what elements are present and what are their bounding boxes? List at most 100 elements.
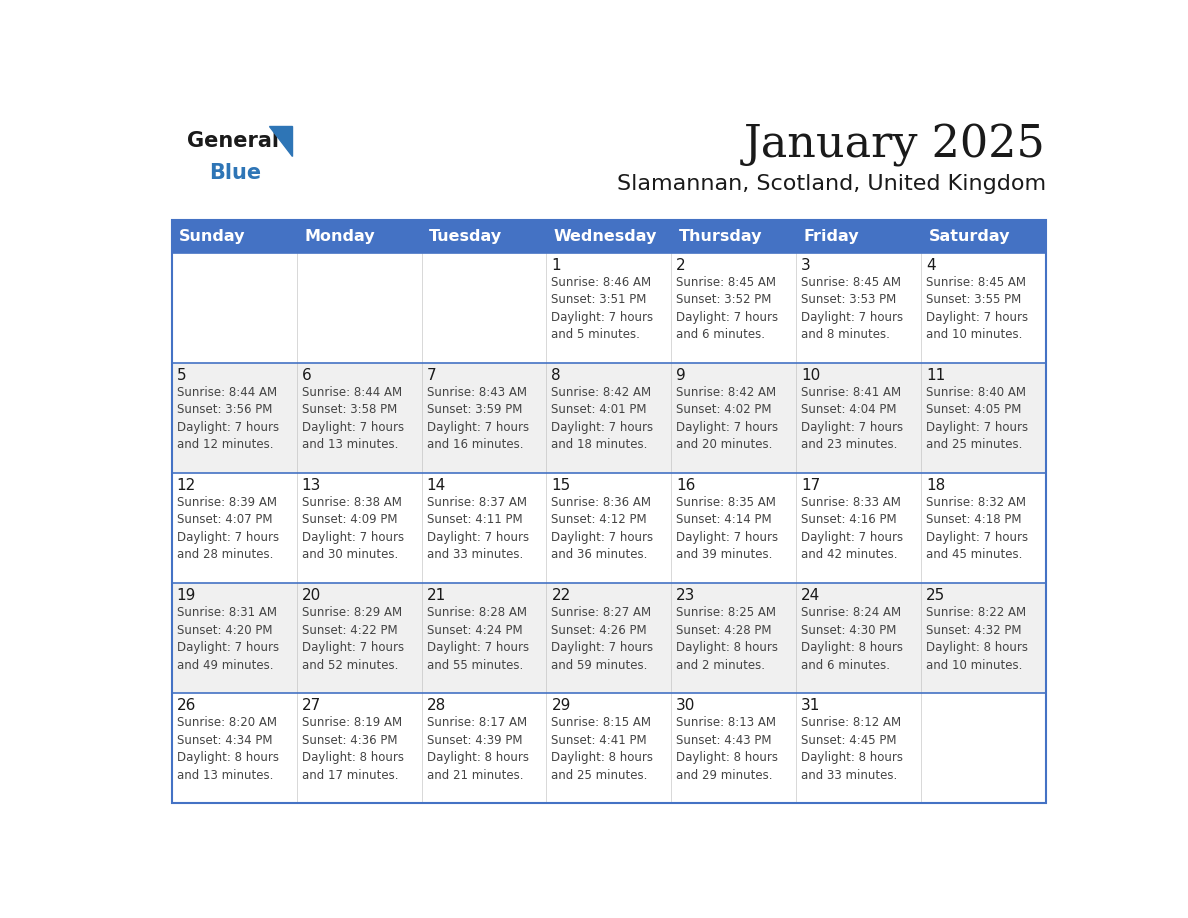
Bar <box>921 693 1045 803</box>
Text: 21: 21 <box>426 588 446 603</box>
Bar <box>796 473 921 583</box>
Bar <box>172 473 297 583</box>
Text: Sunrise: 8:27 AM
Sunset: 4:26 PM
Daylight: 7 hours
and 59 minutes.: Sunrise: 8:27 AM Sunset: 4:26 PM Dayligh… <box>551 606 653 672</box>
Text: 1: 1 <box>551 258 561 273</box>
Text: Sunrise: 8:44 AM
Sunset: 3:58 PM
Daylight: 7 hours
and 13 minutes.: Sunrise: 8:44 AM Sunset: 3:58 PM Dayligh… <box>302 386 404 452</box>
Text: Sunrise: 8:33 AM
Sunset: 4:16 PM
Daylight: 7 hours
and 42 minutes.: Sunrise: 8:33 AM Sunset: 4:16 PM Dayligh… <box>801 496 903 562</box>
Text: 18: 18 <box>927 478 946 493</box>
Bar <box>297 693 422 803</box>
Text: 13: 13 <box>302 478 321 493</box>
Bar <box>422 583 546 693</box>
Text: Monday: Monday <box>304 229 374 244</box>
Text: 4: 4 <box>927 258 936 273</box>
Bar <box>422 220 546 252</box>
Text: 26: 26 <box>177 699 196 713</box>
Text: Thursday: Thursday <box>678 229 763 244</box>
Text: Sunrise: 8:36 AM
Sunset: 4:12 PM
Daylight: 7 hours
and 36 minutes.: Sunrise: 8:36 AM Sunset: 4:12 PM Dayligh… <box>551 496 653 562</box>
Bar <box>671 693 796 803</box>
Bar <box>921 363 1045 473</box>
Bar <box>796 583 921 693</box>
Bar <box>921 583 1045 693</box>
Text: Sunrise: 8:45 AM
Sunset: 3:52 PM
Daylight: 7 hours
and 6 minutes.: Sunrise: 8:45 AM Sunset: 3:52 PM Dayligh… <box>676 275 778 341</box>
Text: Sunrise: 8:12 AM
Sunset: 4:45 PM
Daylight: 8 hours
and 33 minutes.: Sunrise: 8:12 AM Sunset: 4:45 PM Dayligh… <box>801 716 903 781</box>
Text: Sunrise: 8:46 AM
Sunset: 3:51 PM
Daylight: 7 hours
and 5 minutes.: Sunrise: 8:46 AM Sunset: 3:51 PM Dayligh… <box>551 275 653 341</box>
Bar <box>172 220 297 252</box>
Text: 14: 14 <box>426 478 446 493</box>
Bar <box>671 252 796 363</box>
Bar <box>921 252 1045 363</box>
Polygon shape <box>268 126 292 156</box>
Text: Sunday: Sunday <box>179 229 246 244</box>
Text: Tuesday: Tuesday <box>429 229 503 244</box>
Bar <box>422 363 546 473</box>
Bar <box>172 363 297 473</box>
Bar <box>671 220 796 252</box>
Text: Sunrise: 8:20 AM
Sunset: 4:34 PM
Daylight: 8 hours
and 13 minutes.: Sunrise: 8:20 AM Sunset: 4:34 PM Dayligh… <box>177 716 279 781</box>
Text: 31: 31 <box>801 699 821 713</box>
Bar <box>297 583 422 693</box>
Bar <box>921 220 1045 252</box>
Text: Sunrise: 8:22 AM
Sunset: 4:32 PM
Daylight: 8 hours
and 10 minutes.: Sunrise: 8:22 AM Sunset: 4:32 PM Dayligh… <box>927 606 1028 672</box>
Text: Blue: Blue <box>209 163 261 184</box>
Bar <box>671 473 796 583</box>
Text: Sunrise: 8:40 AM
Sunset: 4:05 PM
Daylight: 7 hours
and 25 minutes.: Sunrise: 8:40 AM Sunset: 4:05 PM Dayligh… <box>927 386 1028 452</box>
Bar <box>546 220 671 252</box>
Text: 20: 20 <box>302 588 321 603</box>
Bar <box>172 583 297 693</box>
Text: Saturday: Saturday <box>929 229 1010 244</box>
Bar <box>796 220 921 252</box>
Text: Sunrise: 8:45 AM
Sunset: 3:55 PM
Daylight: 7 hours
and 10 minutes.: Sunrise: 8:45 AM Sunset: 3:55 PM Dayligh… <box>927 275 1028 341</box>
Text: Sunrise: 8:41 AM
Sunset: 4:04 PM
Daylight: 7 hours
and 23 minutes.: Sunrise: 8:41 AM Sunset: 4:04 PM Dayligh… <box>801 386 903 452</box>
Text: 16: 16 <box>676 478 696 493</box>
Text: 25: 25 <box>927 588 946 603</box>
Text: Sunrise: 8:39 AM
Sunset: 4:07 PM
Daylight: 7 hours
and 28 minutes.: Sunrise: 8:39 AM Sunset: 4:07 PM Dayligh… <box>177 496 279 562</box>
Bar <box>671 363 796 473</box>
Text: General: General <box>188 131 279 151</box>
Text: Sunrise: 8:28 AM
Sunset: 4:24 PM
Daylight: 7 hours
and 55 minutes.: Sunrise: 8:28 AM Sunset: 4:24 PM Dayligh… <box>426 606 529 672</box>
Text: 11: 11 <box>927 368 946 383</box>
Bar <box>297 363 422 473</box>
Text: 30: 30 <box>676 699 696 713</box>
Text: 9: 9 <box>676 368 685 383</box>
Text: Sunrise: 8:29 AM
Sunset: 4:22 PM
Daylight: 7 hours
and 52 minutes.: Sunrise: 8:29 AM Sunset: 4:22 PM Dayligh… <box>302 606 404 672</box>
Text: 2: 2 <box>676 258 685 273</box>
Bar <box>546 252 671 363</box>
Bar <box>172 693 297 803</box>
Text: Sunrise: 8:32 AM
Sunset: 4:18 PM
Daylight: 7 hours
and 45 minutes.: Sunrise: 8:32 AM Sunset: 4:18 PM Dayligh… <box>927 496 1028 562</box>
Text: Sunrise: 8:24 AM
Sunset: 4:30 PM
Daylight: 8 hours
and 6 minutes.: Sunrise: 8:24 AM Sunset: 4:30 PM Dayligh… <box>801 606 903 672</box>
Text: Sunrise: 8:31 AM
Sunset: 4:20 PM
Daylight: 7 hours
and 49 minutes.: Sunrise: 8:31 AM Sunset: 4:20 PM Dayligh… <box>177 606 279 672</box>
Text: 7: 7 <box>426 368 436 383</box>
Text: Sunrise: 8:43 AM
Sunset: 3:59 PM
Daylight: 7 hours
and 16 minutes.: Sunrise: 8:43 AM Sunset: 3:59 PM Dayligh… <box>426 386 529 452</box>
Bar <box>172 252 297 363</box>
Text: Wednesday: Wednesday <box>554 229 657 244</box>
Text: Sunrise: 8:45 AM
Sunset: 3:53 PM
Daylight: 7 hours
and 8 minutes.: Sunrise: 8:45 AM Sunset: 3:53 PM Dayligh… <box>801 275 903 341</box>
Text: 19: 19 <box>177 588 196 603</box>
Text: Sunrise: 8:38 AM
Sunset: 4:09 PM
Daylight: 7 hours
and 30 minutes.: Sunrise: 8:38 AM Sunset: 4:09 PM Dayligh… <box>302 496 404 562</box>
Text: Sunrise: 8:13 AM
Sunset: 4:43 PM
Daylight: 8 hours
and 29 minutes.: Sunrise: 8:13 AM Sunset: 4:43 PM Dayligh… <box>676 716 778 781</box>
Bar <box>796 363 921 473</box>
Text: Sunrise: 8:42 AM
Sunset: 4:02 PM
Daylight: 7 hours
and 20 minutes.: Sunrise: 8:42 AM Sunset: 4:02 PM Dayligh… <box>676 386 778 452</box>
Text: Sunrise: 8:35 AM
Sunset: 4:14 PM
Daylight: 7 hours
and 39 minutes.: Sunrise: 8:35 AM Sunset: 4:14 PM Dayligh… <box>676 496 778 562</box>
Bar <box>921 473 1045 583</box>
Text: 8: 8 <box>551 368 561 383</box>
Text: Slamannan, Scotland, United Kingdom: Slamannan, Scotland, United Kingdom <box>617 174 1045 194</box>
Text: Friday: Friday <box>803 229 859 244</box>
Bar <box>297 220 422 252</box>
Bar <box>422 473 546 583</box>
Bar <box>796 693 921 803</box>
Text: 3: 3 <box>801 258 811 273</box>
Bar <box>422 693 546 803</box>
Bar <box>297 473 422 583</box>
Text: Sunrise: 8:44 AM
Sunset: 3:56 PM
Daylight: 7 hours
and 12 minutes.: Sunrise: 8:44 AM Sunset: 3:56 PM Dayligh… <box>177 386 279 452</box>
Text: 29: 29 <box>551 699 570 713</box>
Text: 12: 12 <box>177 478 196 493</box>
Bar <box>546 693 671 803</box>
Text: 24: 24 <box>801 588 821 603</box>
Text: 5: 5 <box>177 368 187 383</box>
Bar <box>796 252 921 363</box>
Text: 27: 27 <box>302 699 321 713</box>
Text: 28: 28 <box>426 699 446 713</box>
Bar <box>172 220 1045 803</box>
Text: 10: 10 <box>801 368 821 383</box>
Bar <box>422 252 546 363</box>
